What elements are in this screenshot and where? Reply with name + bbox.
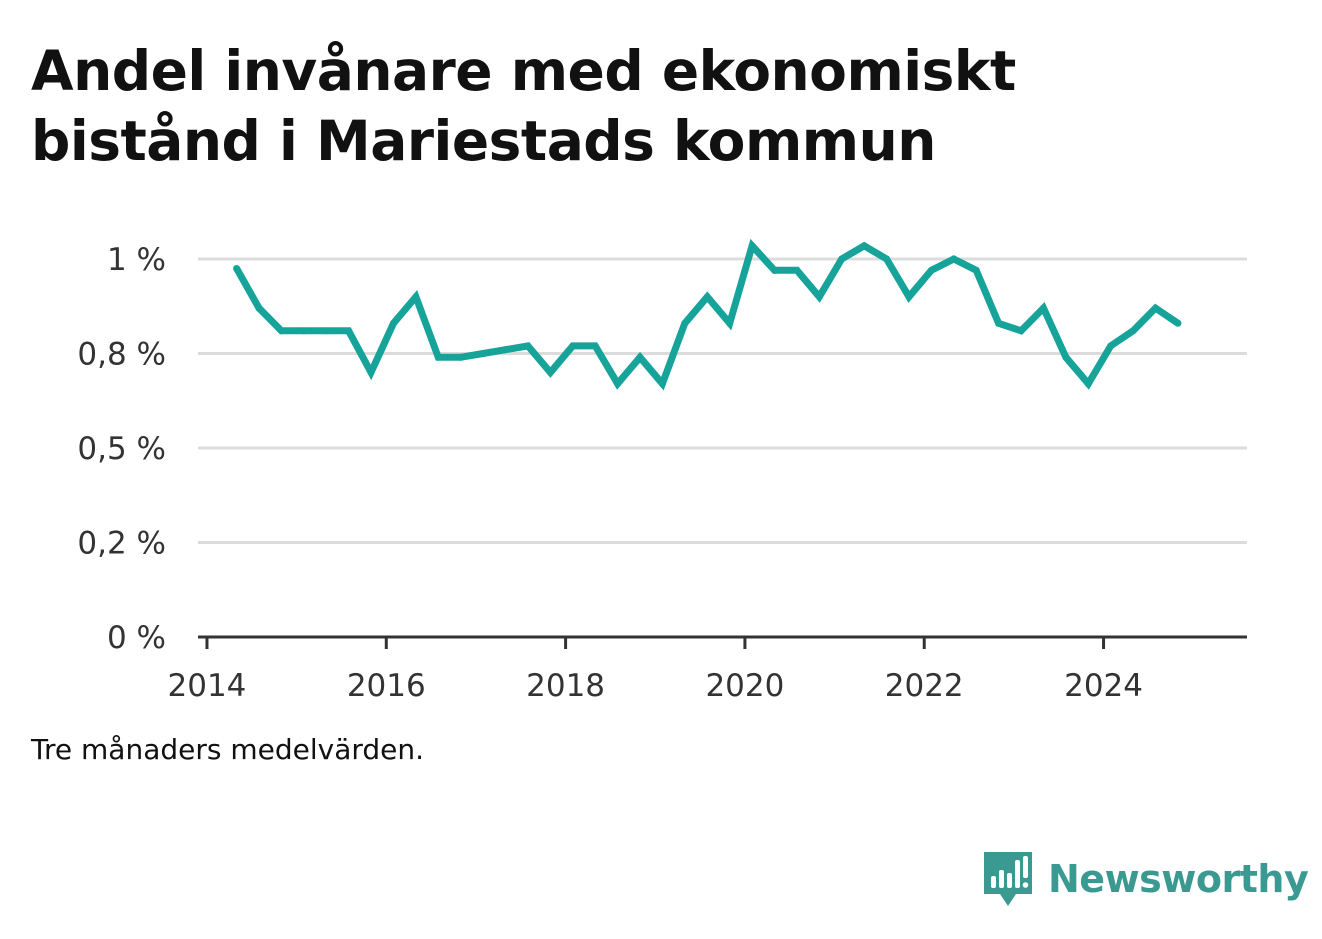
series-layer	[233, 238, 1182, 391]
tick-labels: 0 % 0,2 % 0,5 % 0,8 % 1 % 2014 2016 2018 2020 202…	[77, 242, 1143, 704]
data-point	[883, 255, 891, 263]
data-point	[1084, 380, 1092, 388]
data-point	[300, 327, 308, 335]
data-point	[591, 342, 599, 350]
data-point	[793, 266, 801, 274]
data-point	[636, 353, 644, 361]
data-point	[681, 319, 689, 327]
x-tick-label: 2022	[885, 668, 964, 704]
data-point	[1017, 327, 1025, 335]
data-point	[703, 293, 711, 301]
brand-name: Newsworthy	[1048, 857, 1309, 901]
data-point	[322, 327, 330, 335]
y-tick-label: 0,8 %	[77, 337, 166, 373]
data-point	[389, 319, 397, 327]
chart-title-line-1: Andel invånare med ekonomiskt	[31, 39, 1016, 103]
data-point	[1039, 304, 1047, 312]
data-point	[1152, 304, 1160, 312]
data-point	[1107, 342, 1115, 350]
data-point	[614, 380, 622, 388]
data-point	[569, 342, 577, 350]
chart-title-line-2: bistånd i Mariestads kommun	[31, 109, 936, 173]
gridlines	[198, 257, 1247, 544]
data-point	[748, 242, 756, 250]
data-point	[345, 327, 353, 335]
data-point	[524, 342, 532, 350]
chart-note: Tre månaders medelvärden.	[31, 733, 425, 766]
data-point	[815, 293, 823, 301]
data-point	[277, 327, 285, 335]
data-point	[995, 319, 1003, 327]
data-point	[1129, 327, 1137, 335]
data-point	[434, 353, 442, 361]
data-point	[255, 304, 263, 312]
y-tick-label: 0,5 %	[77, 431, 166, 467]
data-point	[457, 353, 465, 361]
data-point	[905, 293, 913, 301]
series-line	[233, 238, 1180, 391]
data-point	[950, 255, 958, 263]
y-tick-label: 0,2 %	[77, 526, 166, 562]
x-tick-label: 2018	[526, 668, 605, 704]
chart-title: Andel invånare med ekonomiskt bistånd i …	[31, 36, 1231, 176]
data-point	[233, 264, 241, 272]
data-point	[1062, 353, 1070, 361]
data-point	[838, 255, 846, 263]
x-axis	[198, 635, 1247, 649]
y-tick-label: 1 %	[107, 242, 166, 278]
x-tick-label: 2024	[1064, 668, 1143, 704]
brand-logo: Newsworthy	[980, 848, 1309, 910]
x-tick-label: 2020	[705, 668, 784, 704]
newsworthy-logo-icon	[984, 852, 1032, 906]
data-point	[726, 319, 734, 327]
x-tick-label: 2014	[168, 668, 247, 704]
data-point	[860, 242, 868, 250]
data-point	[367, 368, 375, 376]
data-point	[412, 293, 420, 301]
data-point	[972, 266, 980, 274]
data-point	[927, 266, 935, 274]
data-point	[658, 380, 666, 388]
data-point	[1174, 319, 1182, 327]
data-point	[479, 350, 487, 357]
data-point	[546, 368, 554, 376]
data-point	[502, 346, 510, 354]
data-point	[771, 266, 779, 274]
x-tick-label: 2016	[347, 668, 426, 704]
y-tick-label: 0 %	[107, 620, 166, 656]
